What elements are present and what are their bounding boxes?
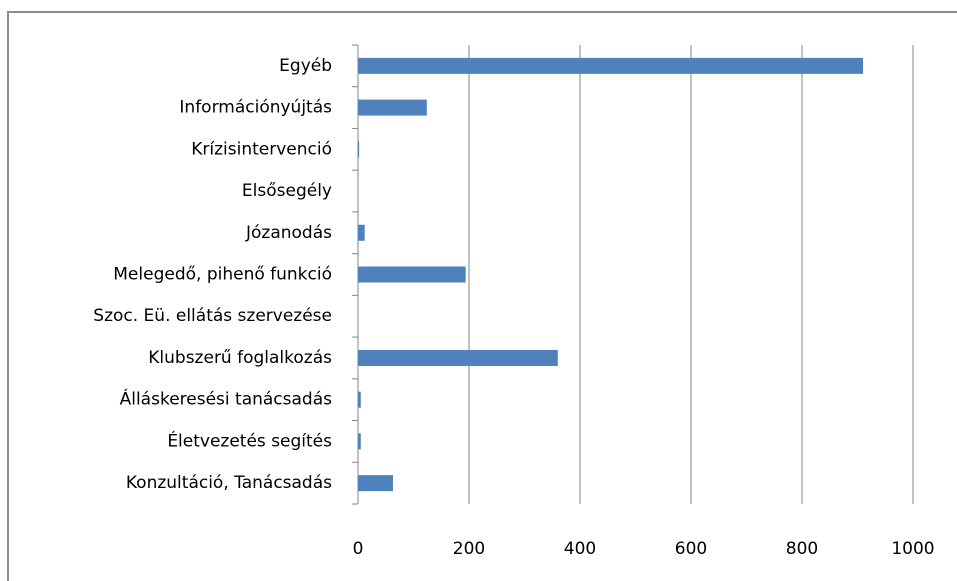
bar [358,475,393,492]
x-tick-label: 800 [786,539,818,559]
y-tick-label: Egyéb [279,56,332,76]
y-tick-label: Klubszerű foglalkozás [148,348,332,368]
y-tick-label: Konzultáció, Tanácsadás [126,473,332,493]
chart-border [7,11,957,581]
y-tick-label: Szoc. Eü. ellátás szervezése [93,306,332,326]
x-tick-label: 200 [453,539,485,559]
x-tick-label: 400 [564,539,596,559]
bar [358,141,360,158]
bar [358,57,864,74]
bar [358,99,427,116]
y-tick-label: Melegedő, pihenő funkció [113,265,332,285]
y-tick-label: Álláskeresési tanácsadás [120,388,333,410]
x-tick-label: 1000 [891,539,934,559]
bar [358,266,466,283]
x-tick-label: 0 [353,539,364,559]
y-tick-label: Életvezetés segítés [167,429,332,451]
bar [358,433,361,450]
x-tick-label: 600 [675,539,707,559]
y-tick-label: Józanodás [245,223,332,243]
y-tick-label: Krízisintervenció [191,139,332,159]
y-tick-label: Információnyújtás [179,98,332,118]
bar [358,349,558,366]
bar [358,391,361,408]
y-tick-label: Elsősegély [242,181,332,201]
bar [358,224,365,241]
